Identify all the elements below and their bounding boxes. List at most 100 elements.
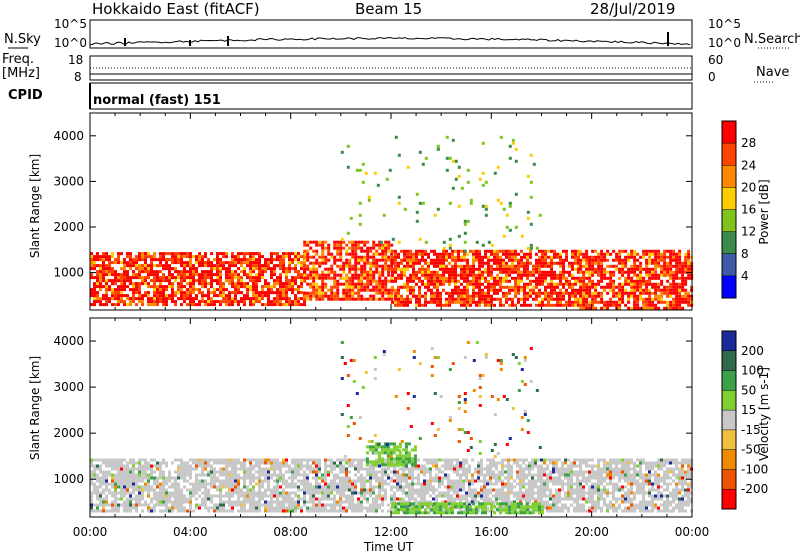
echo-cell	[162, 291, 165, 295]
echo-cell	[213, 258, 216, 262]
echo-cell	[147, 503, 150, 507]
echo-cell	[444, 458, 447, 462]
echo-cell	[294, 267, 297, 271]
echo-cell	[366, 467, 369, 471]
echo-cell	[481, 183, 485, 187]
echo-cell	[126, 252, 129, 256]
echo-cell	[345, 258, 349, 262]
echo-cell	[484, 261, 487, 265]
echo-cell	[294, 476, 297, 480]
echo-cell	[258, 258, 261, 262]
y-tick-label: 4000	[53, 129, 84, 143]
echo-cell	[219, 264, 222, 268]
echo-cell	[565, 252, 568, 256]
echo-cell	[478, 297, 481, 301]
echo-cell	[330, 482, 333, 486]
echo-cell	[276, 482, 279, 486]
echo-cell	[342, 464, 345, 468]
echo-cell	[120, 476, 123, 480]
echo-cell	[486, 467, 489, 471]
echo-cell	[391, 273, 394, 277]
echo-cell	[384, 249, 388, 253]
echo-cell	[309, 285, 313, 289]
echo-cell	[624, 276, 628, 280]
echo-cell	[252, 503, 255, 507]
echo-cell	[394, 249, 397, 253]
echo-cell	[276, 288, 279, 292]
echo-cell	[159, 476, 162, 480]
echo-cell	[192, 282, 195, 286]
echo-cell	[252, 303, 255, 307]
echo-cell	[481, 141, 485, 145]
echo-cell	[312, 509, 315, 513]
echo-cell	[216, 494, 219, 498]
echo-cell	[147, 300, 150, 304]
echo-cell	[195, 467, 198, 471]
echo-cell	[490, 270, 493, 274]
echo-cell	[270, 252, 273, 256]
echo-cell	[150, 506, 153, 510]
echo-cell	[201, 255, 204, 259]
echo-cell	[144, 252, 147, 256]
echo-cell	[454, 264, 457, 268]
echo-cell	[222, 255, 225, 259]
echo-cell	[441, 476, 444, 480]
echo-cell	[228, 494, 231, 498]
echo-cell	[261, 479, 264, 483]
echo-cell	[243, 273, 246, 277]
echo-cell	[255, 491, 258, 495]
echo-cell	[487, 267, 490, 271]
echo-cell	[588, 255, 592, 259]
echo-cell	[639, 288, 643, 292]
echo-cell	[585, 303, 589, 307]
echo-cell	[108, 285, 111, 289]
echo-cell	[336, 291, 340, 295]
echo-cell	[129, 506, 132, 510]
echo-cell	[126, 500, 129, 504]
echo-cell	[514, 294, 517, 298]
echo-cell	[397, 201, 401, 205]
echo-cell	[645, 288, 649, 292]
echo-cell	[495, 482, 498, 486]
echo-cell	[207, 458, 210, 462]
echo-cell	[444, 467, 447, 471]
echo-cell	[156, 285, 159, 289]
echo-cell	[189, 494, 192, 498]
echo-cell	[375, 470, 378, 474]
echo-cell	[180, 461, 183, 465]
echo-cell	[102, 294, 105, 298]
echo-cell	[300, 479, 303, 483]
echo-cell	[273, 252, 276, 256]
echo-cell	[99, 258, 102, 262]
echo-cell	[459, 476, 462, 480]
echo-cell	[618, 270, 622, 274]
echo-cell	[243, 467, 246, 471]
echo-cell	[282, 479, 285, 483]
echo-cell	[123, 303, 126, 307]
echo-cell	[591, 279, 595, 283]
echo-cell	[237, 491, 240, 495]
echo-cell	[562, 294, 565, 298]
echo-cell	[474, 494, 477, 498]
echo-cell	[585, 291, 589, 295]
echo-cell	[585, 270, 589, 274]
echo-cell	[210, 485, 213, 489]
echo-cell	[222, 294, 225, 298]
echo-cell	[159, 291, 162, 295]
echo-cell	[612, 291, 616, 295]
echo-cell	[120, 276, 123, 280]
echo-cell	[180, 303, 183, 307]
echo-cell	[454, 276, 457, 280]
echo-cell	[559, 279, 562, 283]
echo-cell	[234, 300, 237, 304]
echo-cell	[538, 300, 541, 304]
echo-cell	[369, 494, 372, 498]
echo-cell	[381, 294, 385, 298]
echo-cell	[339, 497, 342, 501]
echo-cell	[532, 270, 535, 274]
echo-cell	[462, 485, 465, 489]
echo-cell	[228, 297, 231, 301]
echo-cell	[336, 243, 340, 247]
echo-cell	[243, 261, 246, 265]
echo-cell	[523, 273, 526, 277]
